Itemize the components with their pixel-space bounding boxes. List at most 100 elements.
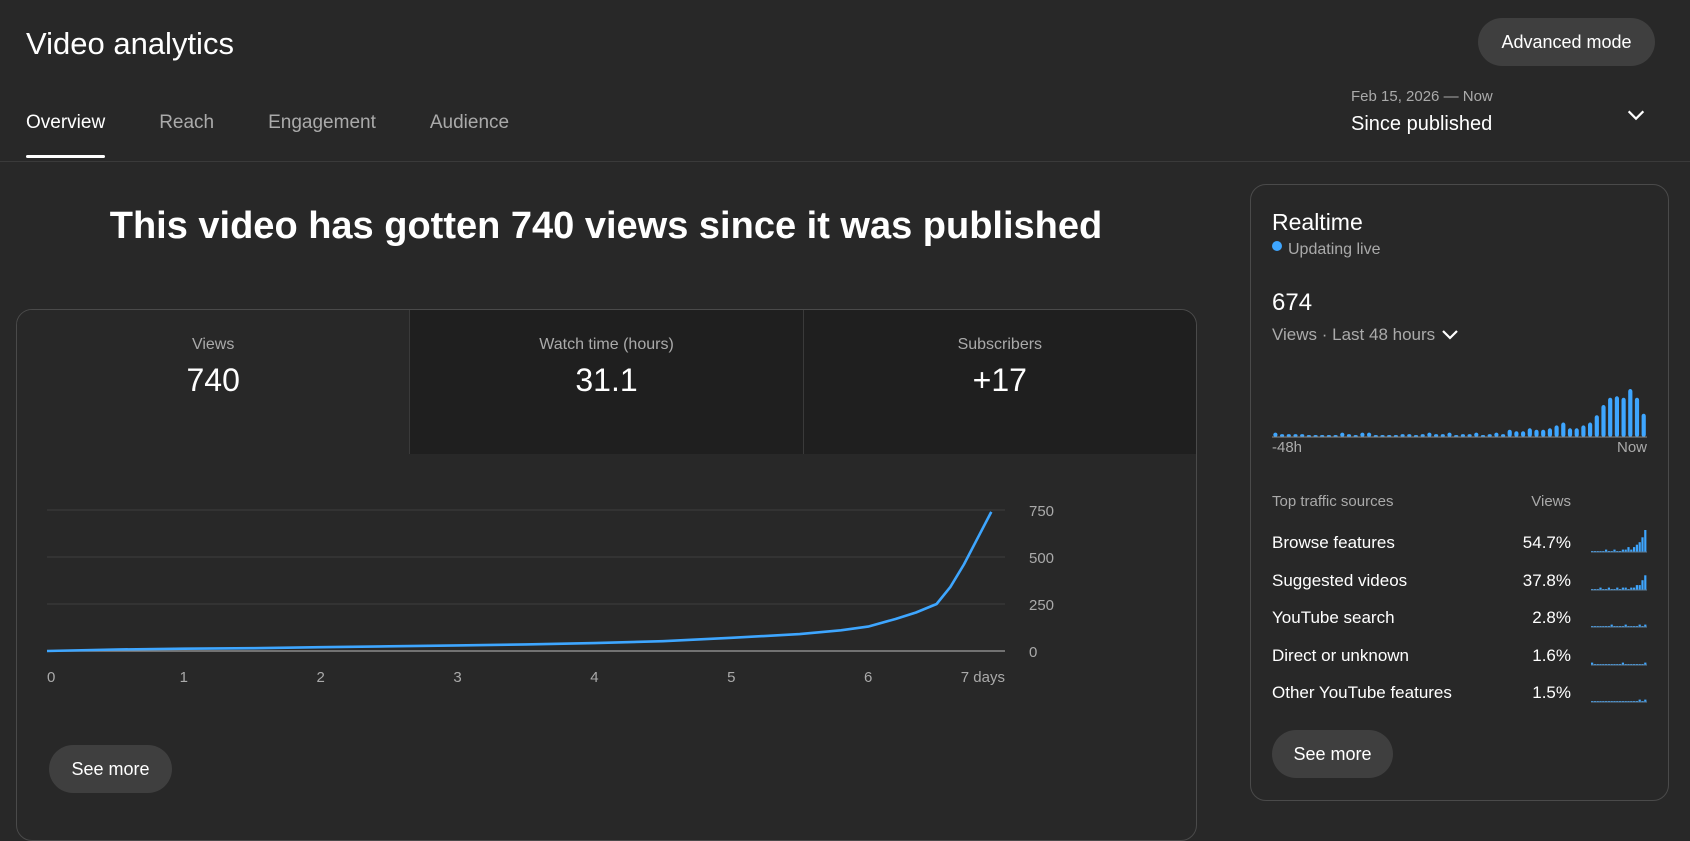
x-tick-label: 1 — [180, 669, 188, 686]
advanced-mode-button[interactable]: Advanced mode — [1478, 18, 1655, 66]
traffic-source-percent: 54.7% — [1522, 533, 1571, 552]
spark-bar — [1641, 537, 1644, 552]
traffic-sparkline — [1591, 624, 1647, 628]
see-more-button[interactable]: See more — [49, 745, 172, 793]
live-dot-icon — [1272, 241, 1282, 251]
traffic-sparkline — [1591, 574, 1647, 590]
traffic-views-column: Views — [1531, 493, 1571, 510]
realtime-bar — [1474, 432, 1479, 437]
traffic-source-name: Browse features — [1272, 533, 1395, 552]
spark-bar — [1630, 549, 1633, 552]
spark-bar — [1644, 530, 1647, 552]
metric-tab-subscribers[interactable]: Subscribers +17 — [802, 310, 1196, 454]
spark-bar — [1605, 549, 1608, 552]
header-divider — [0, 161, 1690, 162]
traffic-source-name: YouTube search — [1272, 608, 1395, 627]
realtime-bar — [1286, 434, 1291, 437]
traffic-sparkline — [1591, 699, 1647, 703]
realtime-bar — [1420, 434, 1425, 437]
spark-bar — [1621, 662, 1624, 665]
x-tick-label: 2 — [317, 669, 325, 686]
chevron-down-icon[interactable] — [1625, 104, 1647, 126]
realtime-bar — [1346, 434, 1352, 437]
spark-bar — [1613, 549, 1616, 552]
realtime-bar — [1514, 431, 1519, 437]
x-tick-label: 5 — [727, 669, 735, 686]
x-tick-label: 4 — [590, 669, 598, 686]
views-series-line — [46, 511, 993, 653]
realtime-bar — [1534, 429, 1539, 437]
realtime-bar — [1608, 397, 1613, 437]
realtime-bar — [1501, 434, 1506, 437]
spark-bar — [1621, 549, 1624, 552]
spark-bar — [1630, 587, 1633, 590]
traffic-source-name: Direct or unknown — [1272, 645, 1410, 665]
y-tick-label: 250 — [1029, 597, 1054, 614]
realtime-bar — [1601, 405, 1606, 437]
traffic-source-row[interactable]: Other YouTube features 1.5% — [1272, 679, 1647, 717]
spark-bar — [1644, 662, 1647, 665]
realtime-period-selector[interactable]: Views · Last 48 hours — [1272, 325, 1459, 345]
realtime-card: Realtime Updating live 674 Views · Last … — [1250, 184, 1669, 801]
spark-bar — [1624, 549, 1627, 552]
realtime-bar — [1628, 389, 1633, 437]
realtime-bar — [1521, 431, 1526, 437]
realtime-bar — [1460, 434, 1465, 437]
y-tick-label: 0 — [1029, 644, 1037, 661]
realtime-bar — [1554, 425, 1559, 437]
spark-bar — [1621, 587, 1624, 590]
spark-bar — [1638, 624, 1641, 627]
realtime-axis-end: Now — [1616, 439, 1647, 456]
y-tick-label: 750 — [1029, 503, 1054, 520]
x-tick-label: 7 days — [961, 669, 1005, 686]
key-metrics-card: Views 740 Watch time (hours) 31.1 Subscr… — [16, 309, 1197, 841]
traffic-sources-list: Browse features 54.7% Suggested videos 3… — [1272, 529, 1647, 717]
spark-bar — [1607, 587, 1610, 590]
date-range-selector[interactable]: Feb 15, 2026 — Now Since published — [1351, 88, 1493, 136]
metric-value: 740 — [186, 362, 240, 398]
tab-overview[interactable]: Overview — [26, 112, 106, 158]
metric-tab-views[interactable]: Views 740 — [17, 310, 410, 454]
realtime-bar — [1293, 434, 1298, 437]
realtime-bar-chart — [1272, 389, 1647, 438]
tab-reach[interactable]: Reach — [159, 112, 215, 133]
spark-bar — [1616, 587, 1619, 590]
y-tick-label: 500 — [1029, 550, 1054, 567]
spark-bar — [1624, 587, 1627, 590]
realtime-bar — [1487, 434, 1492, 437]
chevron-down-icon — [1442, 330, 1458, 340]
spark-bar — [1633, 547, 1636, 552]
realtime-bar — [1273, 432, 1278, 437]
metric-value: 31.1 — [575, 362, 638, 398]
traffic-source-row[interactable]: Suggested videos 37.8% — [1272, 567, 1647, 605]
metric-tab-watch-time[interactable]: Watch time (hours) 31.1 — [409, 310, 803, 454]
date-range-label: Since published — [1351, 113, 1493, 135]
realtime-bar — [1494, 432, 1499, 437]
metric-label: Views — [191, 336, 235, 353]
traffic-source-row[interactable]: Direct or unknown 1.6% — [1272, 642, 1647, 680]
realtime-bar — [1527, 428, 1532, 437]
spark-bar — [1610, 624, 1613, 627]
realtime-bar — [1581, 425, 1586, 437]
headline: This video has gotten 740 views since it… — [109, 205, 1103, 247]
traffic-source-percent: 1.5% — [1532, 683, 1571, 702]
spark-bar — [1638, 584, 1641, 590]
realtime-bar — [1621, 397, 1626, 437]
views-line-chart: 750 500 250 0 0 1 2 3 4 5 6 7 days — [46, 503, 1054, 686]
realtime-bar — [1614, 396, 1619, 437]
x-tick-label: 3 — [453, 669, 461, 686]
traffic-source-row[interactable]: YouTube search 2.8% — [1272, 604, 1647, 642]
traffic-source-name: Suggested videos — [1272, 570, 1408, 590]
realtime-bar — [1634, 397, 1640, 437]
tab-engagement[interactable]: Engagement — [268, 112, 376, 133]
tab-audience[interactable]: Audience — [429, 112, 510, 133]
traffic-source-percent: 2.8% — [1532, 608, 1571, 627]
realtime-bar — [1588, 422, 1593, 437]
realtime-see-more-button[interactable]: See more — [1272, 730, 1393, 778]
realtime-bar — [1400, 434, 1405, 437]
spark-bar — [1644, 624, 1647, 627]
live-status: Updating live — [1272, 241, 1381, 259]
realtime-axis-start: -48h — [1272, 439, 1303, 456]
realtime-bar — [1340, 432, 1345, 437]
traffic-source-row[interactable]: Browse features 54.7% — [1272, 529, 1647, 567]
